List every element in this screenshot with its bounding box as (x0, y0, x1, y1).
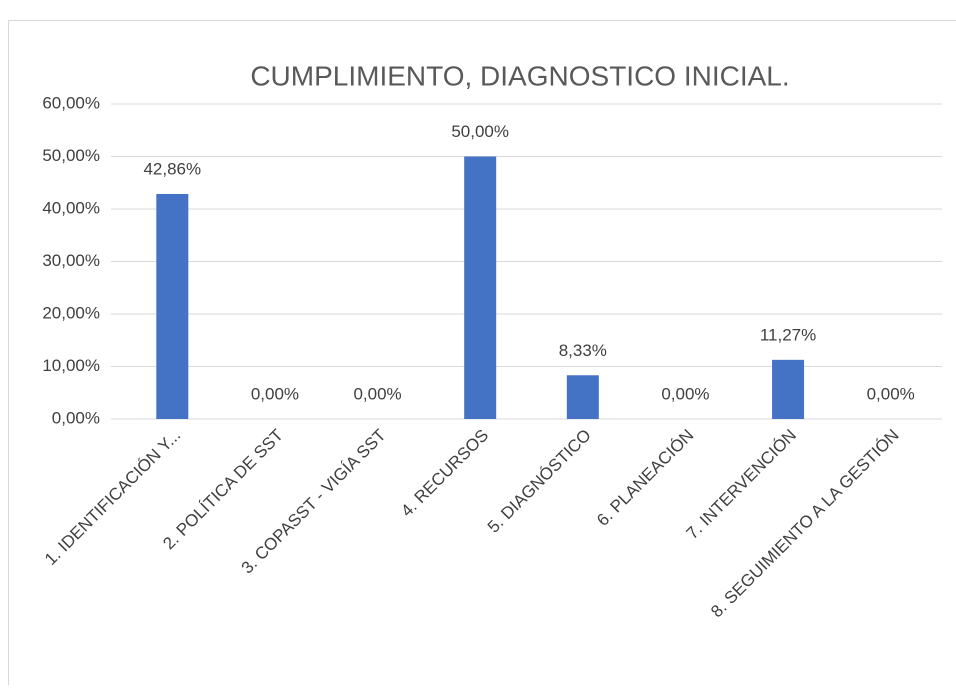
chart-title: CUMPLIMIENTO, DIAGNOSTICO INICIAL. (250, 60, 789, 91)
data-label: 0,00% (251, 384, 299, 403)
data-label: 0,00% (661, 384, 709, 403)
y-tick-label: 20,00% (42, 303, 100, 322)
bar (156, 194, 188, 419)
y-tick-label: 40,00% (42, 198, 100, 217)
data-label: 42,86% (143, 159, 201, 178)
bar (464, 157, 496, 420)
data-label: 0,00% (353, 384, 401, 403)
data-label: 0,00% (867, 384, 915, 403)
y-tick-label: 50,00% (42, 146, 100, 165)
data-label: 50,00% (451, 122, 509, 141)
data-label: 8,33% (559, 341, 607, 360)
y-tick-label: 30,00% (42, 251, 100, 270)
y-tick-label: 0,00% (52, 408, 100, 427)
data-label: 11,27% (760, 325, 816, 344)
y-tick-label: 60,00% (42, 93, 100, 112)
bar (567, 375, 599, 419)
bar (772, 360, 804, 419)
y-tick-label: 10,00% (42, 356, 100, 375)
